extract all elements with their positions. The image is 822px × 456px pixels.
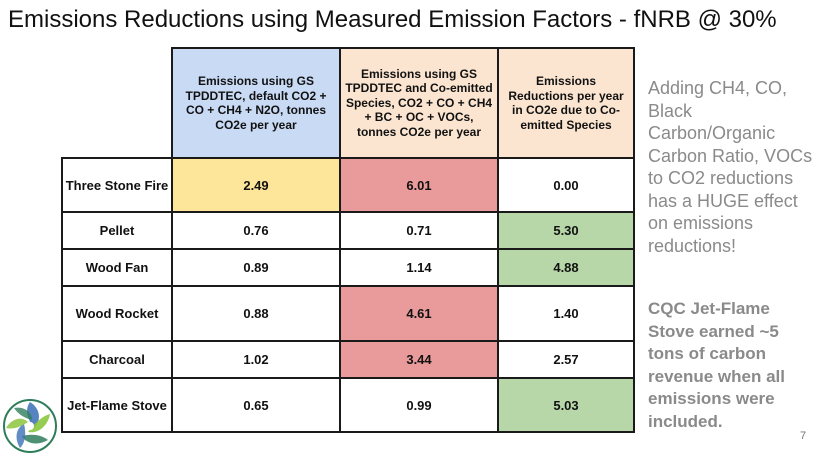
- cell-reduction: 5.30: [497, 211, 635, 250]
- table-row: Wood Fan 0.89 1.14 4.88: [61, 248, 635, 287]
- col-header-coemitted: Emissions using GS TPDDTEC and Co-emitte…: [339, 47, 499, 159]
- cell-default: 0.88: [171, 285, 341, 342]
- cell-coemitted: 3.44: [339, 340, 499, 379]
- cell-default: 0.89: [171, 248, 341, 287]
- table-row: Jet-Flame Stove 0.65 0.99 5.03: [61, 377, 635, 433]
- table-header-row: Emissions using GS TPDDTEC, default CO2 …: [62, 47, 635, 159]
- row-label: Jet-Flame Stove: [61, 377, 173, 433]
- col-header-reductions: Emissions Reductions per year in CO2e du…: [497, 47, 635, 159]
- cell-default: 2.49: [171, 157, 341, 213]
- table-corner: [62, 48, 172, 158]
- cell-reduction: 2.57: [497, 340, 635, 379]
- cell-default: 1.02: [171, 340, 341, 379]
- cell-reduction: 1.40: [497, 285, 635, 342]
- row-label: Charcoal: [61, 340, 173, 379]
- cell-coemitted: 1.14: [339, 248, 499, 287]
- row-label: Three Stone Fire: [61, 157, 173, 213]
- table-row: Three Stone Fire 2.49 6.01 0.00: [61, 157, 635, 213]
- cell-reduction: 0.00: [497, 157, 635, 213]
- cell-default: 0.76: [171, 211, 341, 250]
- row-label: Wood Rocket: [61, 285, 173, 342]
- cell-coemitted: 0.71: [339, 211, 499, 250]
- table-row: Wood Rocket 0.88 4.61 1.40: [61, 285, 635, 342]
- cell-reduction: 4.88: [497, 248, 635, 287]
- emissions-table: Emissions using GS TPDDTEC, default CO2 …: [61, 47, 635, 433]
- row-label: Pellet: [61, 211, 173, 250]
- cell-coemitted: 4.61: [339, 285, 499, 342]
- table-row: Charcoal 1.02 3.44 2.57: [61, 340, 635, 379]
- cell-coemitted: 6.01: [339, 157, 499, 213]
- page-number: 7: [800, 430, 807, 442]
- cell-coemitted: 0.99: [339, 377, 499, 433]
- table-row: Pellet 0.76 0.71 5.30: [61, 211, 635, 250]
- sidebar-note: Adding CH4, CO, Black Carbon/Organic Car…: [648, 78, 813, 256]
- cell-reduction: 5.03: [497, 377, 635, 433]
- col-header-default: Emissions using GS TPDDTEC, default CO2 …: [171, 47, 341, 159]
- slide-title: Emissions Reductions using Measured Emis…: [8, 6, 777, 33]
- row-label: Wood Fan: [61, 248, 173, 287]
- cell-default: 0.65: [171, 377, 341, 433]
- circular-leaf-logo-icon: [3, 399, 57, 453]
- sidebar-highlight: CQC Jet-Flame Stove earned ~5 tons of ca…: [648, 299, 785, 431]
